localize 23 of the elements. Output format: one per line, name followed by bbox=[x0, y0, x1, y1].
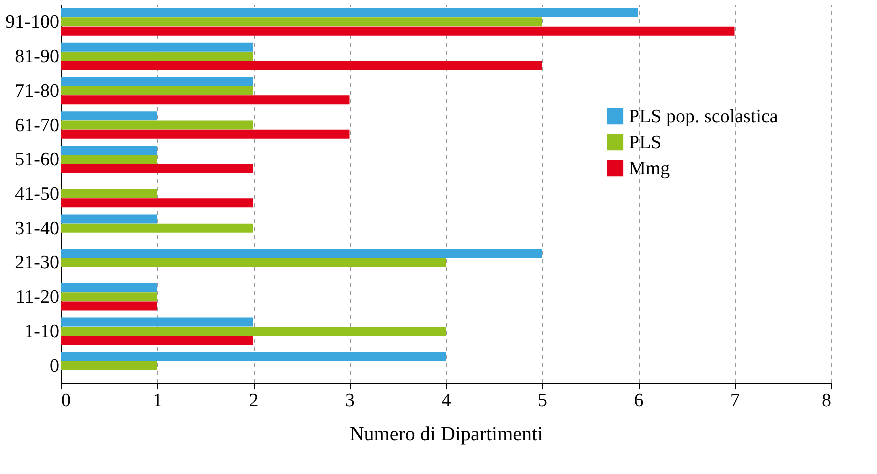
x-tick-label: 3 bbox=[346, 390, 355, 412]
x-tick-label: 1 bbox=[153, 390, 162, 412]
x-tick-label: 2 bbox=[249, 390, 259, 412]
legend-label: PLS pop. scolastica bbox=[629, 106, 779, 128]
y-tick-label: 1-10 bbox=[24, 321, 60, 342]
x-tick-label: 4 bbox=[442, 390, 452, 412]
y-tick-label: 31-40 bbox=[15, 218, 60, 240]
y-tick-label: 71-80 bbox=[15, 80, 60, 102]
y-tick-label: 21-30 bbox=[15, 252, 60, 274]
x-tick-label: 7 bbox=[730, 390, 740, 412]
y-tick-label: 61-70 bbox=[15, 115, 60, 136]
y-tick-label: 0 bbox=[50, 356, 60, 377]
y-tick-label: 81-90 bbox=[15, 46, 60, 68]
legend-label: PLS bbox=[629, 132, 662, 154]
x-tick-label: 6 bbox=[634, 390, 644, 412]
y-tick-label: 41-50 bbox=[15, 184, 60, 205]
x-tick-label: 5 bbox=[538, 390, 548, 412]
y-tick-label: 91-100 bbox=[6, 12, 60, 34]
x-tick-label: 8 bbox=[822, 390, 832, 412]
y-tick-label: 11-20 bbox=[16, 287, 60, 308]
y-tick-label: 51-60 bbox=[15, 150, 60, 171]
legend-label: Mmg bbox=[629, 158, 671, 180]
x-axis-title: Numero di Dipartimenti bbox=[350, 424, 544, 446]
